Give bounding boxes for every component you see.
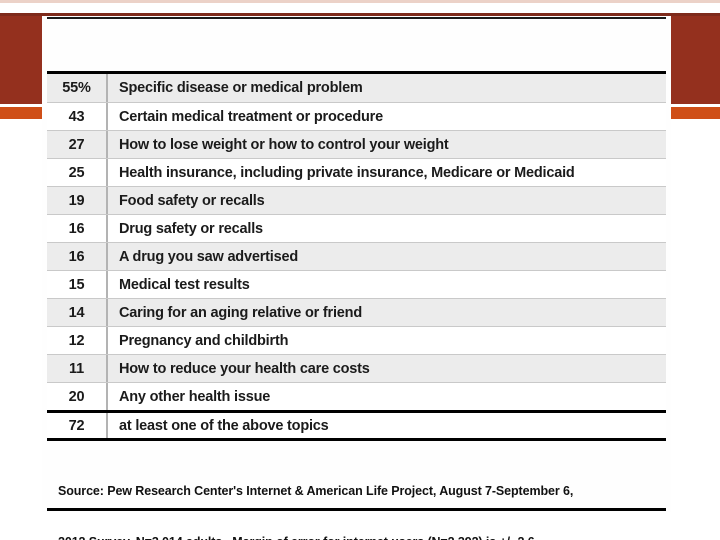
header-band-top-line	[0, 13, 720, 16]
row-value: 20	[47, 383, 108, 410]
row-value: 55%	[47, 74, 108, 102]
row-topic: Drug safety or recalls	[119, 220, 263, 237]
row-topic: How to reduce your health care costs	[119, 360, 370, 377]
table-row: 19 Food safety or recalls	[47, 186, 666, 214]
table-row: 15 Medical test results	[47, 270, 666, 298]
table-row: 25 Health insurance, including private in…	[47, 158, 666, 186]
row-topic: How to lose weight or how to control you…	[119, 136, 449, 153]
row-value: 43	[47, 103, 108, 130]
table-row: 55% Specific disease or medical problem	[47, 74, 666, 102]
table-row: 27 How to lose weight or how to control y…	[47, 130, 666, 158]
row-value: 27	[47, 131, 108, 158]
row-value: 72	[47, 413, 108, 438]
table-row: 16 A drug you saw advertised	[47, 242, 666, 270]
row-topic: Pregnancy and childbirth	[119, 332, 289, 349]
row-value: 14	[47, 299, 108, 326]
table-row: 16 Drug safety or recalls	[47, 214, 666, 242]
row-topic: A drug you saw advertised	[119, 248, 298, 265]
table-row: 11 How to reduce your health care costs	[47, 354, 666, 382]
table-row: 72 at least one of the above topics	[47, 410, 666, 441]
table-row: 20 Any other health issue	[47, 382, 666, 410]
row-topic: Food safety or recalls	[119, 192, 265, 209]
row-value: 12	[47, 327, 108, 354]
title-underline	[47, 71, 666, 74]
row-topic: Any other health issue	[119, 388, 271, 405]
row-topic: Health insurance, including private insu…	[119, 164, 575, 181]
row-topic: Medical test results	[119, 276, 250, 293]
top-accent-line	[0, 0, 720, 3]
row-topic: Caring for an aging relative or friend	[119, 304, 362, 321]
row-value: 25	[47, 159, 108, 186]
source-note: Source: Pew Research Center's Internet &…	[58, 449, 573, 540]
source-line-2: 2012 Survey. N=3,014 adults. Margin of e…	[58, 534, 573, 540]
row-value: 19	[47, 187, 108, 214]
table-row: 14 Caring for an aging relative or friend	[47, 298, 666, 326]
row-topic: Specific disease or medical problem	[119, 80, 363, 96]
table-row: 12 Pregnancy and childbirth	[47, 326, 666, 354]
source-line-1: Source: Pew Research Center's Internet &…	[58, 484, 574, 498]
row-topic: Certain medical treatment or procedure	[119, 108, 383, 125]
row-value: 16	[47, 215, 108, 242]
table-figure: The % of adult internet users who have l…	[42, 16, 671, 540]
table-row: 43 Certain medical treatment or procedure	[47, 102, 666, 130]
rates-table: 55% Specific disease or medical problem 43…	[47, 74, 666, 441]
row-value: 16	[47, 243, 108, 270]
row-value: 15	[47, 271, 108, 298]
figure-bottom-border	[47, 508, 666, 511]
row-topic: at least one of the above topics	[119, 417, 329, 434]
table-top-border	[47, 17, 666, 19]
row-value: 11	[47, 355, 108, 382]
